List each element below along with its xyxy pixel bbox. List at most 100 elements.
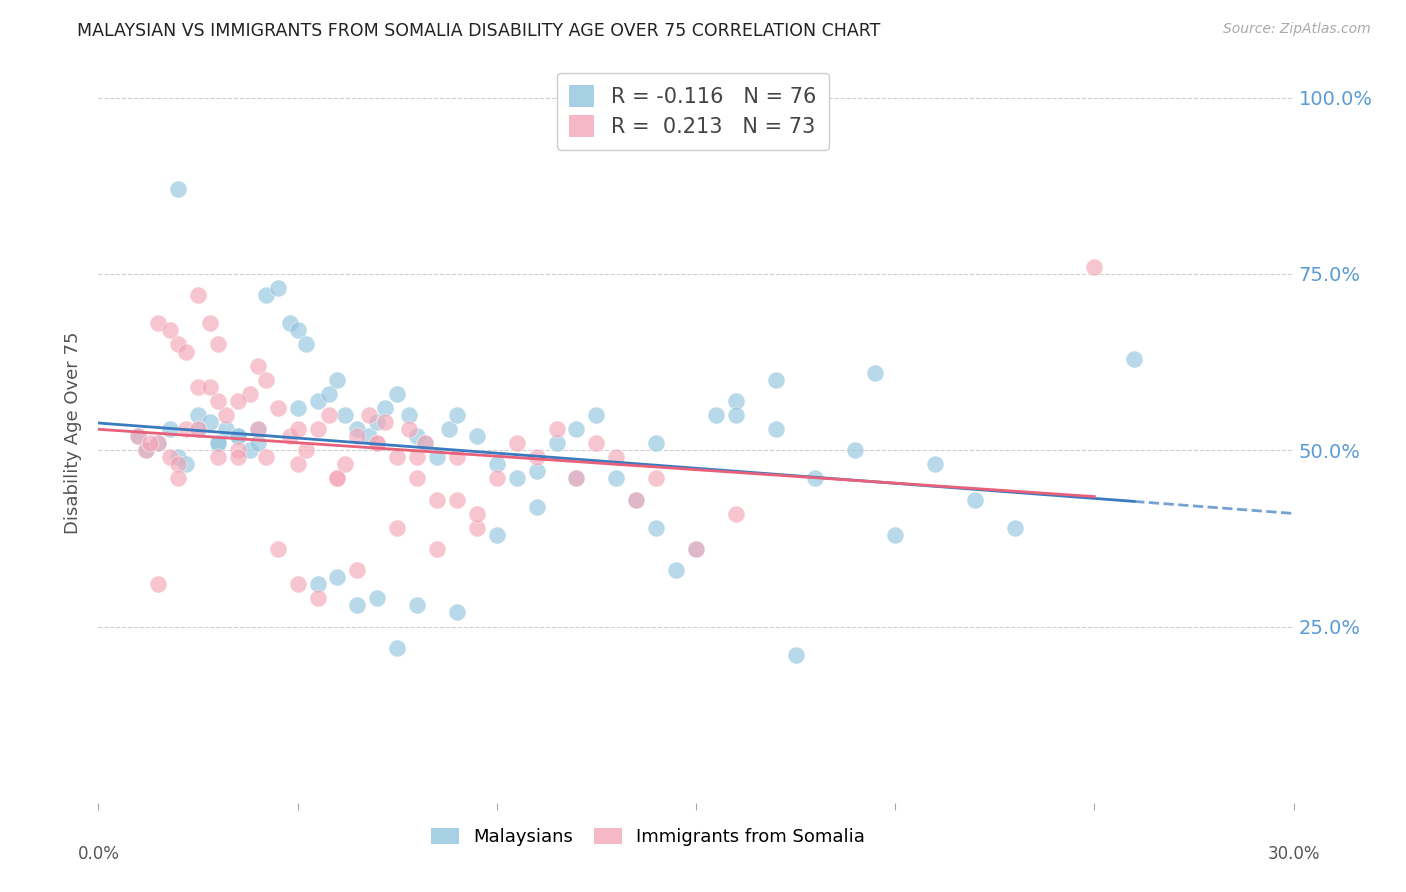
Point [127, 429, 149, 443]
Text: 0.0%: 0.0% [77, 845, 120, 863]
Legend: Malaysians, Immigrants from Somalia: Malaysians, Immigrants from Somalia [425, 821, 872, 853]
Point [366, 436, 388, 450]
Point [804, 471, 827, 485]
Point [724, 393, 747, 408]
Point [226, 443, 249, 458]
Text: 30.0%: 30.0% [1267, 845, 1320, 863]
Point [335, 458, 357, 472]
Point [187, 422, 209, 436]
Point [346, 429, 368, 443]
Point [207, 436, 229, 450]
Text: Source: ZipAtlas.com: Source: ZipAtlas.com [1223, 22, 1371, 37]
Point [135, 443, 157, 458]
Point [485, 471, 508, 485]
Point [226, 429, 249, 443]
Point [605, 471, 627, 485]
Point [426, 492, 449, 507]
Point [174, 458, 197, 472]
Point [294, 443, 316, 458]
Point [565, 422, 588, 436]
Point [724, 507, 747, 521]
Point [287, 577, 309, 591]
Point [685, 541, 707, 556]
Point [704, 408, 727, 422]
Point [385, 640, 409, 655]
Text: MALAYSIAN VS IMMIGRANTS FROM SOMALIA DISABILITY AGE OVER 75 CORRELATION CHART: MALAYSIAN VS IMMIGRANTS FROM SOMALIA DIS… [77, 22, 880, 40]
Point [426, 450, 449, 465]
Point [385, 450, 409, 465]
Point [526, 500, 548, 514]
Point [645, 521, 668, 535]
Point [198, 415, 221, 429]
Point [148, 316, 170, 330]
Point [239, 387, 262, 401]
Point [844, 443, 866, 458]
Point [207, 450, 229, 465]
Point [585, 408, 607, 422]
Point [246, 436, 269, 450]
Point [406, 471, 429, 485]
Point [1004, 521, 1026, 535]
Point [626, 492, 648, 507]
Point [307, 577, 329, 591]
Point [215, 408, 238, 422]
Point [506, 471, 529, 485]
Point [346, 599, 368, 613]
Point [526, 464, 548, 478]
Point [307, 591, 329, 606]
Point [446, 492, 468, 507]
Point [446, 408, 468, 422]
Point [785, 648, 807, 662]
Point [198, 380, 221, 394]
Point [254, 373, 277, 387]
Point [246, 422, 269, 436]
Point [406, 429, 429, 443]
Point [326, 570, 349, 584]
Point [1123, 351, 1146, 366]
Point [267, 281, 290, 295]
Point [437, 422, 460, 436]
Point [485, 458, 508, 472]
Point [318, 408, 340, 422]
Point [626, 492, 648, 507]
Point [685, 541, 707, 556]
Point [207, 436, 229, 450]
Point [335, 408, 357, 422]
Point [287, 323, 309, 337]
Point [239, 443, 262, 458]
Point [174, 344, 197, 359]
Point [198, 316, 221, 330]
Point [207, 337, 229, 351]
Point [148, 436, 170, 450]
Point [159, 450, 181, 465]
Point [326, 471, 349, 485]
Point [366, 591, 388, 606]
Point [413, 436, 436, 450]
Point [645, 436, 668, 450]
Point [187, 380, 209, 394]
Point [226, 450, 249, 465]
Point [645, 471, 668, 485]
Point [465, 507, 488, 521]
Point [267, 541, 290, 556]
Point [318, 387, 340, 401]
Point [406, 599, 429, 613]
Point [546, 436, 568, 450]
Point [446, 606, 468, 620]
Point [506, 436, 529, 450]
Point [307, 393, 329, 408]
Point [605, 450, 627, 465]
Point [254, 450, 277, 465]
Point [446, 450, 468, 465]
Y-axis label: Disability Age Over 75: Disability Age Over 75 [63, 331, 82, 534]
Point [187, 288, 209, 302]
Point [1083, 260, 1105, 274]
Point [254, 288, 277, 302]
Point [346, 563, 368, 577]
Point [187, 408, 209, 422]
Point [148, 436, 170, 450]
Point [159, 422, 181, 436]
Point [865, 366, 887, 380]
Point [765, 373, 787, 387]
Point [207, 393, 229, 408]
